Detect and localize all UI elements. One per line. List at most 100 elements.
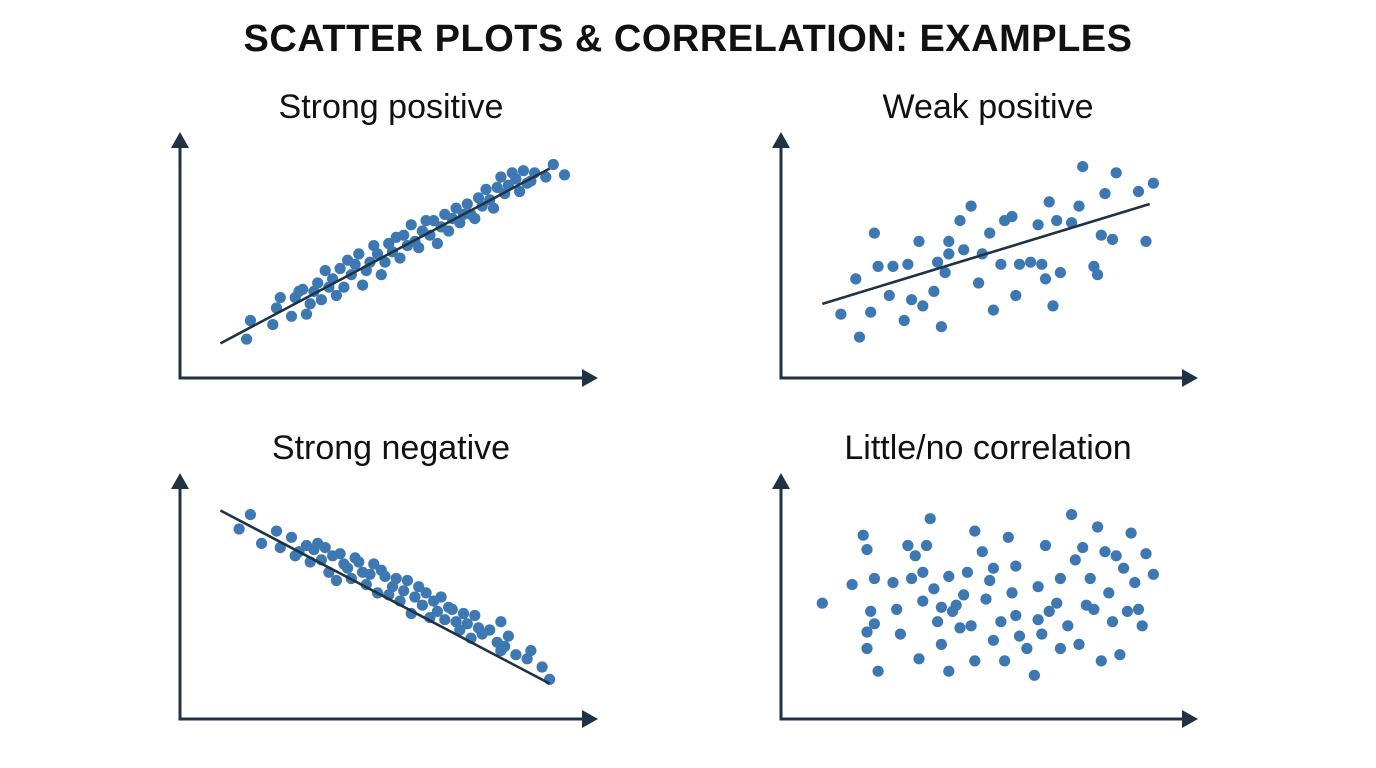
data-point	[558, 169, 571, 181]
data-point	[1129, 577, 1141, 589]
data-point	[1118, 562, 1130, 574]
data-point	[413, 581, 425, 593]
trend-line	[219, 509, 551, 685]
data-point	[1036, 258, 1048, 270]
y-axis-arrow	[772, 473, 790, 489]
data-point	[980, 593, 992, 605]
data-point	[342, 562, 354, 574]
data-point	[909, 550, 921, 562]
data-point	[1013, 630, 1026, 642]
data-point	[270, 525, 283, 537]
data-point	[547, 158, 559, 171]
data-point	[409, 591, 421, 603]
data-point	[1054, 642, 1066, 655]
data-point	[984, 574, 996, 587]
data-point	[428, 215, 440, 227]
data-point	[1069, 554, 1081, 566]
data-point	[319, 265, 331, 277]
data-point	[371, 248, 384, 260]
data-point	[898, 314, 910, 327]
x-axis-arrow	[1182, 710, 1198, 728]
data-point	[536, 661, 548, 673]
data-point	[1066, 217, 1078, 229]
data-point	[510, 649, 522, 661]
data-point	[1132, 603, 1145, 616]
data-point	[233, 523, 245, 535]
data-point	[353, 248, 365, 260]
data-point	[502, 630, 514, 642]
data-point	[461, 198, 473, 210]
data-point	[540, 171, 552, 183]
data-point	[1036, 628, 1048, 640]
data-point	[495, 616, 507, 628]
data-point	[241, 333, 253, 345]
data-point	[1077, 161, 1089, 173]
data-point	[1147, 177, 1159, 189]
data-point	[469, 213, 481, 225]
data-point	[357, 279, 369, 291]
data-point	[443, 225, 455, 237]
data-point	[405, 219, 417, 231]
data-point	[894, 628, 907, 640]
data-point	[1010, 609, 1022, 622]
data-point	[969, 525, 981, 537]
data-point	[1114, 649, 1126, 661]
data-point	[943, 248, 955, 260]
data-point	[987, 562, 1000, 574]
data-point	[924, 513, 936, 525]
data-point	[1032, 219, 1044, 231]
data-point	[1106, 616, 1119, 628]
data-point	[861, 544, 873, 556]
data-point	[995, 258, 1007, 270]
data-point	[319, 542, 331, 554]
data-point	[1021, 642, 1033, 655]
data-point	[491, 181, 503, 193]
data-point	[846, 579, 858, 591]
data-point	[1006, 210, 1018, 223]
data-point	[1136, 620, 1148, 632]
data-point	[1047, 300, 1059, 312]
data-point	[304, 298, 316, 310]
data-point	[420, 587, 432, 599]
data-point	[416, 599, 428, 611]
data-point	[984, 227, 996, 239]
data-point	[1077, 542, 1089, 554]
data-point	[353, 556, 365, 568]
data-point	[1110, 167, 1122, 179]
data-point	[274, 292, 286, 304]
data-point	[1073, 638, 1085, 651]
data-point	[514, 185, 526, 198]
data-point	[835, 308, 847, 320]
data-point	[935, 638, 948, 651]
data-point	[1051, 597, 1063, 609]
data-point	[1039, 539, 1052, 552]
data-point	[1006, 587, 1018, 599]
data-point	[1051, 215, 1063, 227]
data-point	[517, 165, 530, 177]
data-point	[256, 537, 268, 550]
data-point	[865, 306, 877, 318]
data-point	[887, 577, 899, 589]
data-point	[375, 269, 387, 281]
data-point	[1028, 669, 1040, 681]
data-point	[976, 546, 988, 558]
data-point	[965, 200, 977, 212]
data-point	[330, 574, 342, 587]
data-point	[917, 595, 929, 607]
data-point	[999, 655, 1011, 667]
data-point	[1073, 200, 1085, 212]
data-point	[312, 277, 324, 289]
data-point	[1062, 620, 1074, 632]
data-point	[1054, 267, 1066, 279]
data-point	[398, 585, 410, 597]
data-point	[487, 202, 500, 214]
data-point	[1043, 605, 1055, 618]
data-point	[244, 508, 256, 521]
data-point	[887, 260, 899, 272]
data-point	[1066, 508, 1078, 521]
data-point	[368, 558, 380, 570]
data-point	[461, 618, 473, 630]
data-point	[935, 601, 948, 613]
panel-weak-positive	[772, 132, 1198, 387]
